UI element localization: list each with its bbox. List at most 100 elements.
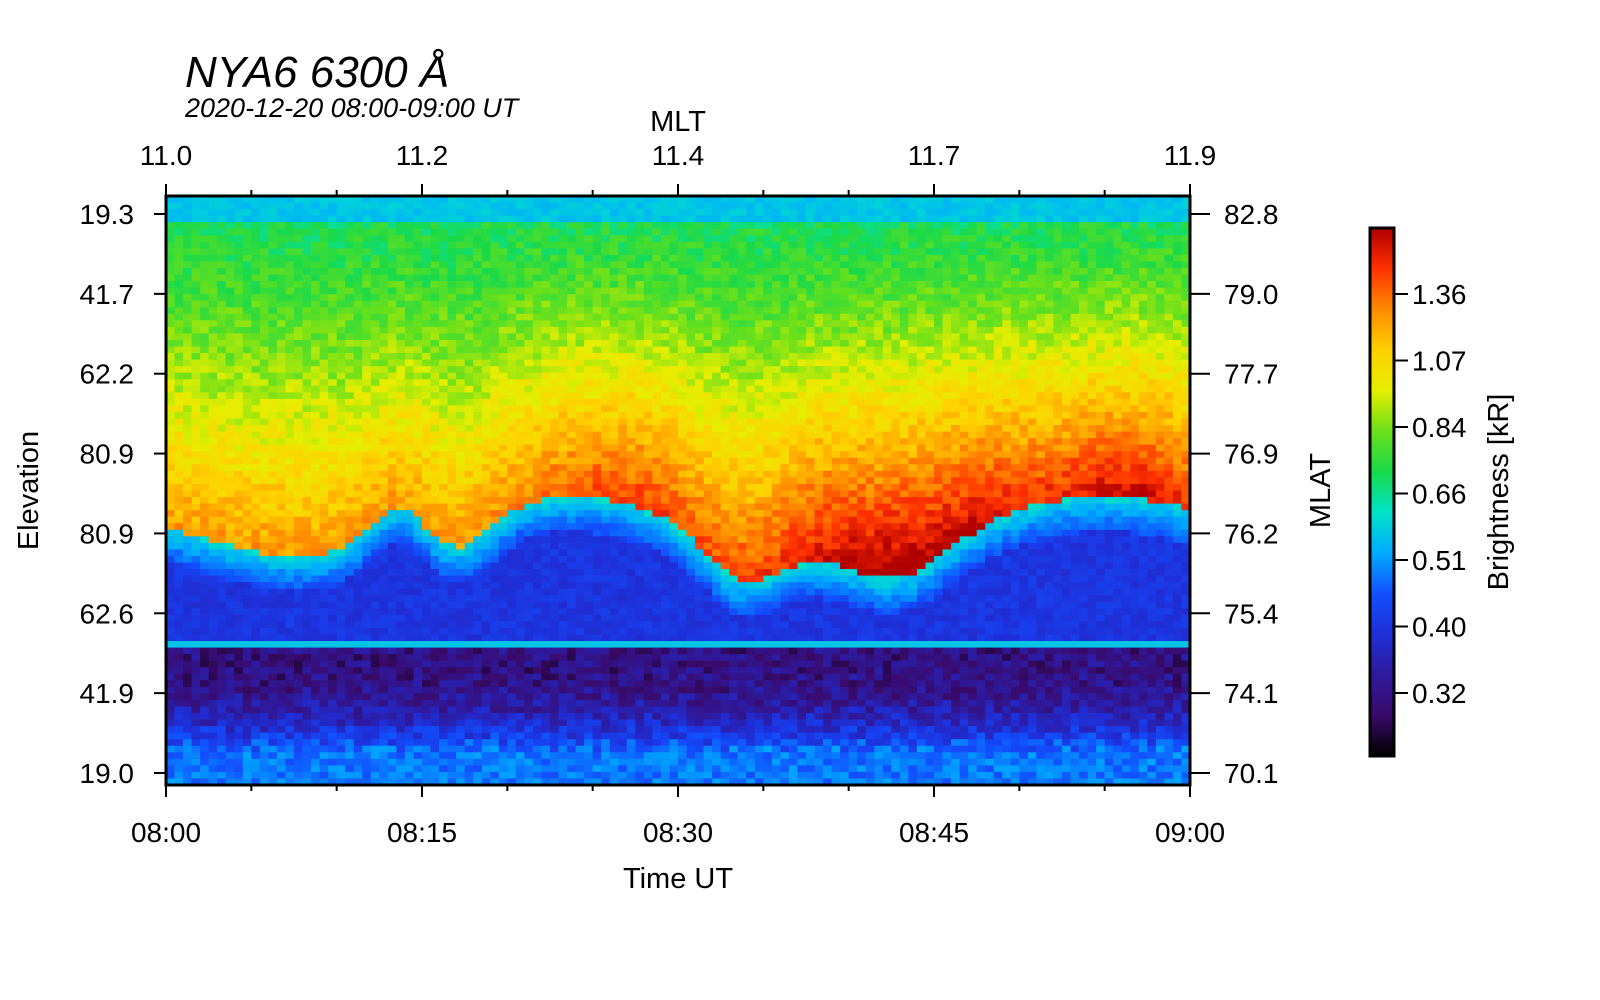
heatmap-cell (302, 326, 312, 334)
heatmap-cell (285, 693, 295, 701)
heatmap-cell (584, 713, 594, 720)
heatmap-cell (302, 320, 312, 328)
heatmap-cell (567, 313, 576, 321)
heatmap-cell (609, 411, 619, 419)
heatmap-cell (396, 235, 406, 243)
heatmap-cell (490, 608, 500, 616)
heatmap-cell (430, 438, 440, 446)
heatmap-cell (268, 529, 278, 537)
heatmap-cell (456, 405, 466, 413)
heatmap-cell (558, 209, 568, 217)
heatmap-cell (422, 281, 431, 289)
heatmap-cell (413, 771, 423, 779)
heatmap-cell (558, 575, 568, 583)
heatmap-cell (575, 418, 585, 426)
heatmap-cell (259, 300, 269, 308)
heatmap-cell (387, 346, 397, 354)
heatmap-cell (626, 634, 636, 642)
heatmap-cell (396, 274, 406, 282)
heatmap-cell (507, 222, 517, 230)
heatmap-cell (404, 713, 414, 720)
heatmap-cell (174, 654, 184, 662)
heatmap-cell (550, 549, 559, 557)
heatmap-cell (404, 254, 414, 262)
heatmap-cell (490, 464, 500, 472)
heatmap-cell (456, 608, 466, 616)
heatmap-cell (447, 654, 457, 662)
heatmap-cell (524, 614, 534, 622)
heatmap-cell (430, 726, 440, 734)
heatmap-cell (319, 372, 329, 380)
heatmap-cell (353, 549, 363, 557)
heatmap-cell (225, 713, 235, 720)
heatmap-cell (515, 614, 525, 622)
heatmap-cell (208, 281, 218, 289)
heatmap-cell (558, 595, 568, 603)
heatmap-cell (259, 451, 269, 459)
heatmap-cell (276, 261, 286, 269)
heatmap-cell (319, 667, 329, 675)
heatmap-cell (422, 287, 431, 295)
heatmap-cell (473, 582, 483, 590)
heatmap-cell (626, 405, 636, 413)
heatmap-cell (302, 647, 312, 655)
heatmap-cell (422, 470, 431, 478)
heatmap-cell (285, 379, 295, 387)
heatmap-cell (498, 267, 508, 275)
heatmap-cell (558, 490, 568, 498)
heatmap-cell (362, 333, 372, 341)
heatmap-cell (285, 713, 295, 720)
heatmap-cell (575, 654, 585, 662)
heatmap-cell (498, 549, 508, 557)
heatmap-cell (208, 313, 218, 321)
heatmap-cell (498, 647, 508, 655)
heatmap-cell (575, 529, 585, 537)
heatmap-cell (311, 228, 320, 236)
heatmap-cell (635, 274, 645, 282)
heatmap-cell (456, 634, 466, 642)
heatmap-cell (396, 372, 406, 380)
heatmap-cell (362, 366, 372, 374)
heatmap-cell (328, 372, 338, 380)
heatmap-cell (302, 222, 312, 230)
heatmap-cell (302, 758, 312, 766)
heatmap-cell (550, 457, 559, 465)
heatmap-cell (567, 660, 576, 668)
heatmap-cell (234, 379, 244, 387)
heatmap-cell (404, 483, 414, 491)
heatmap-cell (362, 706, 372, 714)
heatmap-cell (200, 483, 210, 491)
heatmap-cell (464, 267, 474, 275)
heatmap-cell (609, 457, 619, 465)
heatmap-cell (439, 202, 448, 210)
heatmap-cell (217, 510, 227, 518)
heatmap-cell (353, 215, 363, 223)
heatmap-cell (413, 209, 423, 217)
heatmap-cell (439, 228, 448, 236)
heatmap-cell (217, 287, 227, 295)
heatmap-cell (200, 621, 210, 629)
heatmap-cell (242, 313, 252, 321)
heatmap-cell (404, 627, 414, 635)
heatmap-cell (558, 771, 568, 779)
heatmap-cell (592, 614, 602, 622)
heatmap-cell (225, 366, 235, 374)
heatmap-cell (447, 680, 457, 688)
heatmap-cell (473, 739, 483, 747)
heatmap-cell (225, 248, 235, 256)
heatmap-cell (302, 366, 312, 374)
heatmap-cell (601, 222, 611, 230)
heatmap-cell (311, 745, 320, 753)
heatmap-cell (294, 202, 303, 210)
heatmap-cell (558, 385, 568, 393)
heatmap-cell (464, 562, 474, 570)
heatmap-cell (584, 353, 594, 361)
heatmap-cell (362, 281, 372, 289)
heatmap-cell (439, 575, 448, 583)
heatmap-cell (166, 254, 175, 262)
heatmap-cell (635, 451, 645, 459)
heatmap-cell (524, 451, 534, 459)
heatmap-cell (328, 457, 338, 465)
heatmap-cell (311, 267, 320, 275)
heatmap-cell (336, 647, 346, 655)
